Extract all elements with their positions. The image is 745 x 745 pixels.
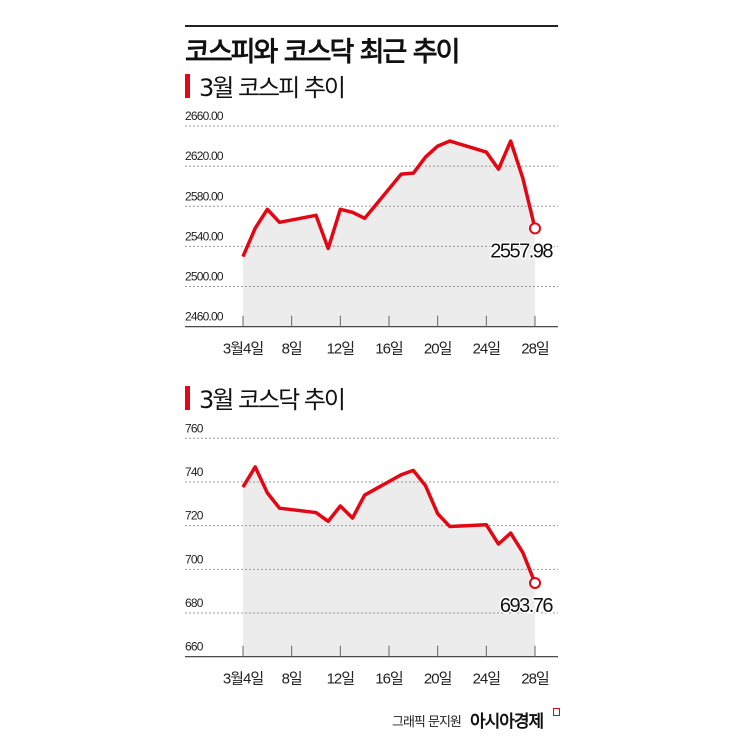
top-rule (185, 25, 558, 27)
kosdaq-data-point (498, 543, 499, 545)
kospi-y-tick-label: 2500.00 (185, 270, 224, 284)
kosdaq-data-point (352, 517, 353, 519)
kosdaq-data-point (485, 524, 487, 526)
kospi-data-point (315, 214, 317, 216)
kosdaq-data-point (425, 485, 426, 487)
kosdaq-data-point (315, 512, 317, 514)
kospi-data-point (266, 208, 268, 210)
kospi-y-tick-label: 2540.00 (185, 229, 224, 243)
kosdaq-area-fill (243, 466, 535, 657)
kosdaq-y-tick-label: 680 (185, 596, 204, 610)
kospi-area-fill (243, 141, 535, 327)
kospi-data-point (437, 145, 439, 147)
kosdaq-y-tick-label: 700 (185, 552, 204, 566)
kospi-data-point (242, 255, 244, 257)
kosdaq-data-point (412, 469, 414, 471)
kospi-x-tick-label: 12일 (327, 341, 355, 358)
kospi-data-point (339, 208, 341, 210)
kospi-data-point (279, 221, 280, 223)
kospi-data-point (522, 177, 524, 179)
kosdaq-x-tick-label: 20일 (424, 671, 452, 688)
kospi-last-value-label: 2557.98 (490, 240, 553, 262)
kospi-data-point (412, 172, 414, 174)
kosdaq-y-tick-label: 720 (185, 509, 204, 523)
kosdaq-x-tick-label: 24일 (473, 671, 501, 688)
kospi-x-tick-label: 3월4일 (223, 341, 263, 358)
kosdaq-data-point (510, 532, 512, 534)
kospi-x-tick-label: 16일 (375, 341, 403, 358)
kosdaq-data-point (437, 513, 439, 515)
kospi-x-tick-label: 20일 (424, 341, 452, 358)
kosdaq-x-tick-label: 3월4일 (223, 671, 263, 688)
page-title: 코스피와 코스닥 최근 추이 (185, 37, 460, 68)
kosdaq-title-text: 3월 코스닥 추이 (199, 386, 346, 414)
kospi-data-point (352, 211, 353, 213)
kospi-chart-title: 3월 코스피 추이 (185, 68, 346, 103)
brand-mark-icon (553, 708, 560, 716)
kosdaq-y-tick-label: 660 (185, 640, 204, 654)
kospi-data-point (425, 156, 426, 158)
kosdaq-data-point (266, 492, 268, 494)
kospi-x-tick-label: 8일 (282, 341, 302, 358)
kosdaq-x-tick-label: 28일 (521, 671, 549, 688)
kosdaq-last-value-label: 693.76 (500, 595, 554, 617)
red-bar-marker (185, 73, 190, 98)
kospi-y-tick-label: 2660.00 (185, 109, 224, 123)
kospi-y-tick-label: 2460.00 (185, 310, 224, 324)
kospi-y-tick-label: 2620.00 (185, 149, 224, 163)
kosdaq-y-tick-label: 760 (185, 421, 204, 435)
kosdaq-y-tick-label: 740 (185, 465, 204, 479)
kospi-data-point (254, 227, 256, 229)
kospi-y-tick-label: 2580.00 (185, 189, 224, 203)
kosdaq-x-tick-label: 8일 (282, 671, 302, 688)
kospi-x-tick-label: 28일 (521, 341, 549, 358)
kosdaq-x-tick-label: 12일 (327, 671, 355, 688)
graphic-credit: 그래픽 문지원 (392, 715, 462, 730)
kospi-data-point (485, 151, 487, 153)
kosdaq-data-point (242, 486, 244, 488)
kospi-data-point (364, 217, 366, 219)
kosdaq-data-point (279, 507, 280, 509)
kosdaq-data-point (522, 552, 524, 554)
kosdaq-x-tick-label: 16일 (375, 671, 403, 688)
red-bar-marker (185, 385, 190, 410)
kospi-data-point (400, 173, 402, 175)
kosdaq-last-point-marker (529, 576, 541, 589)
kosdaq-data-point (327, 520, 329, 522)
kosdaq-data-point (400, 474, 402, 476)
kospi-data-point (327, 247, 329, 249)
brand-logo: 아시아경제 (470, 712, 544, 732)
kospi-title-text: 3월 코스피 추이 (199, 74, 346, 102)
kospi-last-point-marker (529, 222, 541, 235)
kospi-data-point (510, 140, 512, 142)
kosdaq-data-point (339, 505, 341, 507)
kospi-x-tick-label: 24일 (473, 341, 501, 358)
kosdaq-data-point (449, 526, 451, 528)
kosdaq-data-point (254, 466, 256, 468)
kospi-data-point (498, 168, 499, 170)
kosdaq-chart-title: 3월 코스닥 추이 (185, 380, 346, 415)
kosdaq-data-point (364, 494, 366, 496)
kospi-data-point (449, 140, 451, 142)
